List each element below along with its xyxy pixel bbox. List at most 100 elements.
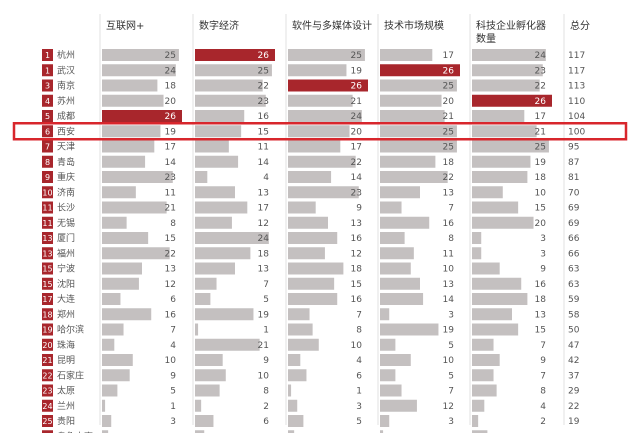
score-value: 17 — [351, 143, 362, 153]
score-value: 21 — [443, 112, 454, 122]
score-bar — [195, 415, 214, 427]
score-bar — [288, 140, 341, 153]
score-bar — [288, 171, 332, 183]
score-value: 7 — [356, 310, 362, 320]
score-bar — [380, 49, 433, 61]
score-bar — [288, 110, 362, 122]
score-value: 24 — [351, 112, 363, 122]
score-value: 7 — [263, 280, 269, 290]
rank: 24 — [42, 402, 52, 411]
score-value: 26 — [443, 66, 455, 76]
score-bar — [195, 354, 223, 366]
score-value: 18 — [535, 295, 547, 305]
city: 珠海 — [57, 339, 75, 351]
score-bar — [288, 216, 328, 229]
score-bar — [472, 338, 494, 351]
score-value: 7 — [540, 371, 546, 381]
score-bar — [195, 125, 242, 138]
city: 南京 — [57, 80, 75, 92]
score-value: 9 — [540, 265, 546, 275]
score-bar — [288, 430, 295, 433]
score-value: 25 — [258, 66, 269, 76]
score-bar — [288, 415, 304, 427]
score-bar — [288, 201, 316, 214]
city: 武汉 — [57, 64, 75, 76]
score-bar — [472, 415, 479, 427]
score-value: 15 — [165, 234, 176, 244]
score-bar — [195, 277, 217, 290]
score-value: 3 — [356, 402, 362, 412]
total-score: 58 — [568, 310, 580, 320]
rank: 21 — [42, 356, 52, 365]
rank-badge — [42, 323, 53, 336]
score-value: 13 — [443, 280, 454, 290]
total-score: 42 — [568, 356, 579, 366]
score-bar — [472, 201, 519, 214]
score-value: 24 — [535, 51, 547, 61]
rank: 15 — [42, 280, 52, 289]
score-bar — [472, 308, 512, 321]
rank: 22 — [42, 371, 52, 380]
rank: 13 — [42, 234, 52, 243]
score-bar — [288, 247, 325, 260]
score-bar — [102, 201, 167, 214]
score-value: 8 — [263, 387, 269, 397]
score-value: 26 — [165, 112, 177, 122]
rank-badge — [42, 201, 53, 214]
score-bar — [380, 399, 417, 412]
city: 济南 — [57, 186, 75, 198]
score-bar — [195, 247, 251, 260]
rank-badge — [42, 94, 53, 107]
score-value: 19 — [351, 66, 363, 76]
rank-badge — [42, 277, 53, 290]
score-value: 12 — [258, 219, 269, 229]
score-bar — [472, 64, 543, 77]
score-value: 4 — [356, 356, 362, 366]
score-bar — [288, 323, 313, 336]
score-bar — [195, 323, 199, 336]
score-value: 9 — [263, 356, 269, 366]
rank-badge — [42, 293, 53, 305]
city: 成都 — [57, 110, 75, 122]
score-bar — [380, 277, 420, 290]
score-value: 20 — [165, 97, 177, 107]
score-value: 19 — [258, 310, 270, 320]
score-bar — [472, 125, 537, 138]
score-bar — [380, 186, 420, 199]
score-bar — [472, 430, 488, 433]
score-bar — [288, 384, 292, 397]
score-value: 26 — [258, 51, 270, 61]
score-bar — [102, 186, 136, 199]
rank: 19 — [42, 326, 52, 335]
score-value: 23 — [535, 66, 546, 76]
score-value: 21 — [535, 127, 546, 137]
score-value: 7 — [448, 204, 454, 214]
score-value: 8 — [356, 326, 362, 336]
rank-badge — [42, 125, 53, 138]
total-score: 22 — [568, 402, 579, 412]
rank-badge — [42, 338, 53, 351]
score-value: 26 — [351, 82, 363, 92]
total-score: 63 — [568, 265, 579, 275]
city: 福州 — [57, 247, 75, 259]
score-value: 4 — [170, 341, 176, 351]
score-bar — [195, 186, 235, 199]
score-value: 16 — [443, 219, 455, 229]
total-score: 100 — [568, 127, 585, 137]
score-bar — [102, 338, 115, 351]
city: 沈阳 — [57, 278, 75, 290]
score-bar — [472, 369, 494, 382]
rank-badge — [42, 369, 53, 382]
city: 长沙 — [57, 202, 75, 214]
score-bar — [472, 354, 500, 366]
score-value: 15 — [535, 326, 546, 336]
score-value: 5 — [170, 387, 176, 397]
score-bar — [195, 338, 260, 351]
score-bar — [380, 201, 402, 214]
score-value: 4 — [263, 173, 269, 183]
total-score: 29 — [568, 387, 580, 397]
score-bar — [472, 49, 546, 61]
score-value: 22 — [258, 82, 269, 92]
score-value: 13 — [258, 188, 269, 198]
